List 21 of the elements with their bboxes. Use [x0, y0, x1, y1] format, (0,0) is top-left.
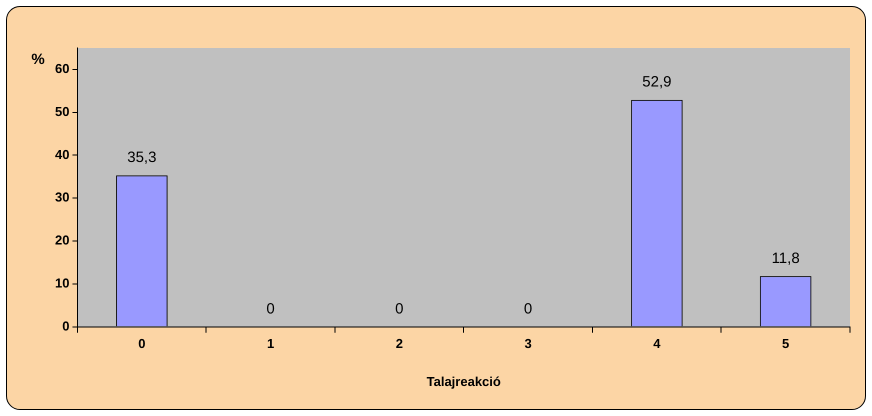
data-label: 0 [266, 300, 275, 318]
y-tick-label: 40 [54, 146, 70, 162]
x-tick-label: 1 [266, 336, 274, 352]
x-axis-title: Talajreakció [426, 374, 501, 389]
y-tick-label: 0 [62, 318, 70, 334]
data-label: 11,8 [772, 250, 800, 267]
data-label: 0 [524, 300, 532, 318]
y-tick-label: 20 [54, 232, 70, 248]
x-tick-label: 5 [782, 336, 790, 352]
x-tick-label: 4 [653, 336, 662, 352]
data-label: 0 [395, 300, 404, 318]
x-tick-label: 3 [524, 336, 532, 352]
y-tick-label: 10 [54, 275, 70, 290]
y-tick-label: 60 [54, 61, 70, 76]
x-tick-label: 2 [396, 336, 403, 352]
y-tick-label: 30 [54, 190, 70, 205]
x-tick-label: 0 [138, 336, 146, 352]
y-tick-label: 50 [54, 104, 70, 119]
data-label: 52,9 [642, 74, 672, 91]
data-label: 35,3 [127, 149, 156, 166]
y-axis-title: % [31, 51, 45, 68]
